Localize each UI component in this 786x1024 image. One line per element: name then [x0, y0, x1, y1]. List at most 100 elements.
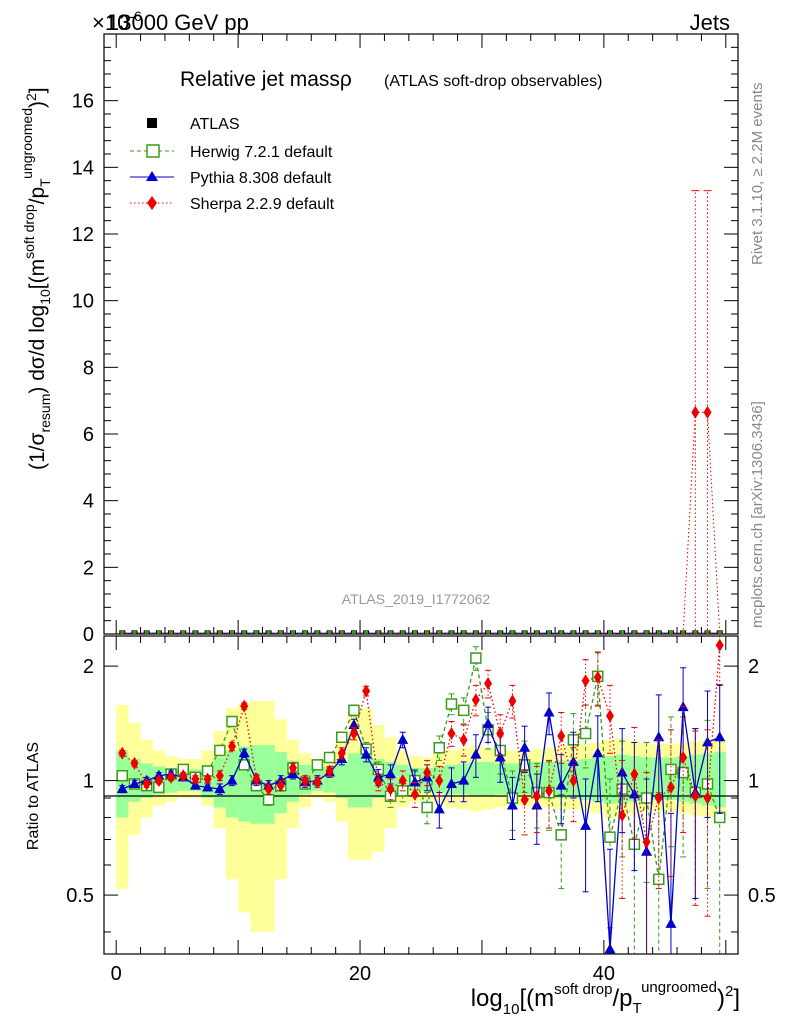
ratio-band-inner	[469, 761, 482, 797]
ratio-point-pythia	[433, 803, 445, 814]
main-point-herwig	[656, 630, 661, 634]
main-tick-label: 6	[83, 424, 94, 446]
ratio-point-sherpa	[398, 774, 407, 788]
ratio-tick-label-right: 0.5	[748, 885, 776, 907]
ratio-point-pythia	[494, 751, 506, 762]
ratio-point-sherpa	[496, 726, 505, 740]
ratio-point-sherpa	[228, 739, 237, 753]
ratio-point-sherpa	[301, 774, 310, 788]
ratio-point-sherpa	[435, 774, 444, 788]
ratio-frame	[103, 635, 739, 955]
legend-marker-atlas	[147, 118, 157, 128]
ratio-point-sherpa	[703, 791, 712, 805]
ratio-point-sherpa	[179, 769, 188, 783]
ratio-point-herwig	[457, 704, 470, 717]
ratio-point-sherpa	[593, 670, 602, 684]
ratio-point-pythia	[592, 747, 604, 758]
main-point-herwig	[437, 630, 442, 634]
ratio-point-sherpa	[410, 787, 419, 801]
ratio-y-ticks: 0.5 0.5 1 1 2 2	[66, 656, 776, 933]
ratio-point-sherpa	[288, 761, 297, 775]
ratio-point-pythia	[458, 774, 470, 785]
svg-text:log10[(msoft drop/pTungroomed): log10[(msoft drop/pTungroomed)2]	[471, 979, 740, 1018]
exponent-label: ×10-6	[92, 8, 142, 35]
ratio-point-herwig	[311, 759, 324, 771]
main-line-sherpa-spike	[682, 411, 721, 634]
main-point-herwig	[400, 630, 405, 634]
ratio-tick-label-left: 0.5	[66, 885, 94, 907]
ratio-point-pythia	[385, 768, 397, 779]
ratio-point-pythia	[128, 777, 140, 788]
ratio-band-inner	[481, 761, 495, 797]
legend-marker-sherpa	[147, 196, 157, 210]
plot-subtitle: (ATLAS soft-drop observables)	[384, 73, 602, 90]
ratio-point-sherpa	[459, 733, 468, 747]
ratio-point-sherpa	[264, 782, 273, 796]
ratio-point-pythia	[116, 783, 128, 794]
main-point-herwig	[327, 630, 332, 634]
ratio-point-sherpa	[325, 764, 334, 778]
ratio-point-pythia	[202, 781, 214, 792]
ratio-point-sherpa	[191, 772, 200, 786]
ratio-point-pythia	[506, 799, 518, 810]
main-point-herwig	[388, 630, 393, 634]
ratio-point-sherpa	[630, 767, 639, 781]
ratio-point-pythia	[445, 777, 457, 788]
ratio-point-sherpa	[569, 774, 578, 788]
main-point-herwig	[595, 630, 600, 634]
main-point-herwig	[169, 630, 174, 634]
main-y-ticks: 0 2 4 6 8 10 12 14 16	[72, 46, 738, 646]
main-point-herwig	[461, 630, 466, 634]
process-label: Jets	[690, 10, 730, 35]
ratio-point-herwig	[604, 831, 616, 843]
ratio-point-sherpa	[642, 835, 651, 849]
ratio-point-sherpa	[337, 746, 346, 760]
main-tick-label: 14	[72, 157, 94, 179]
ratio-point-sherpa	[654, 791, 663, 805]
main-point-herwig	[522, 630, 527, 634]
ratio-y-axis-label: Ratio to ATLAS	[25, 742, 42, 850]
ratio-point-pythia	[531, 799, 543, 810]
ratio-band-inner	[213, 757, 226, 808]
main-point-herwig	[217, 630, 222, 634]
main-tick-label: 12	[72, 224, 94, 246]
ratio-band-inner	[335, 761, 348, 799]
ratio-point-herwig	[433, 742, 446, 754]
ratio-point-herwig	[262, 794, 275, 806]
ratio-point-pythia	[580, 819, 592, 830]
main-point-herwig	[315, 630, 320, 634]
main-point-herwig	[717, 630, 722, 634]
main-point-herwig	[376, 630, 381, 634]
ratio-point-sherpa	[362, 684, 371, 698]
ratio-point-pythia	[238, 747, 250, 758]
main-point-herwig	[620, 630, 625, 634]
ratio-point-sherpa	[691, 789, 700, 803]
ratio-point-sherpa	[618, 808, 627, 822]
energy-label: 13000 GeV pp	[107, 10, 249, 35]
ratio-point-sherpa	[471, 693, 480, 707]
main-frame	[103, 33, 739, 635]
main-point-herwig	[498, 630, 503, 634]
main-point-herwig	[668, 630, 673, 634]
ratio-point-sherpa	[679, 751, 688, 765]
ratio-point-herwig	[713, 811, 726, 824]
main-point-herwig	[607, 630, 612, 634]
main-point-herwig	[449, 630, 454, 634]
ratio-series	[116, 635, 726, 955]
ratio-point-pythia	[702, 736, 714, 747]
ratio-point-sherpa	[581, 674, 590, 688]
ratio-point-pythia	[555, 779, 567, 790]
main-point-herwig	[425, 630, 430, 634]
ratio-point-herwig	[336, 731, 348, 744]
ratio-point-sherpa	[374, 775, 383, 789]
main-tick-label: 10	[72, 291, 94, 313]
main-point-herwig	[242, 630, 247, 634]
main-point-herwig	[534, 630, 539, 634]
main-point-herwig	[547, 630, 552, 634]
main-point-herwig	[254, 630, 259, 634]
main-point-herwig	[144, 630, 149, 634]
x-axis-label: log10[(msoft drop/pTungroomed)2]	[471, 979, 740, 1018]
legend-label-pythia: Pythia 8.308 default	[190, 170, 332, 187]
ratio-point-pythia	[604, 943, 616, 954]
ratio-tick-label-right: 2	[748, 656, 759, 678]
